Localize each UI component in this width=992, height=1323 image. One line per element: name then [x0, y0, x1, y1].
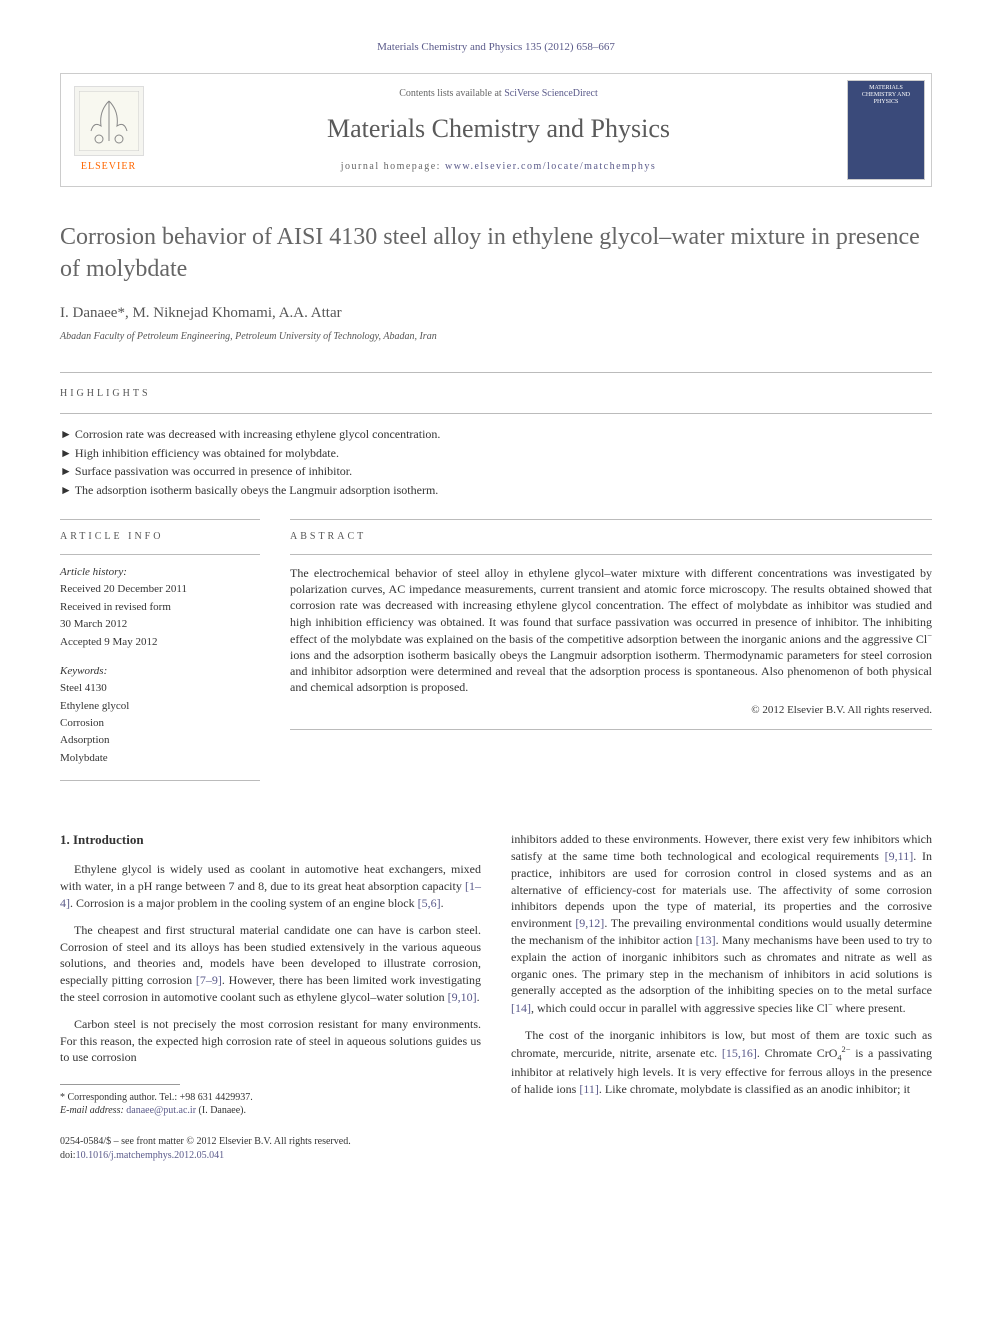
abstract-column: ABSTRACT The electrochemical behavior of… [290, 519, 932, 791]
journal-title: Materials Chemistry and Physics [327, 111, 670, 147]
arrow-icon: ► [60, 446, 72, 460]
revised-line2: 30 March 2012 [60, 617, 260, 632]
publisher-name: ELSEVIER [81, 160, 136, 174]
divider [60, 413, 932, 414]
sciencedirect-link[interactable]: SciVerse ScienceDirect [504, 88, 598, 99]
keyword: Steel 4130 [60, 681, 260, 696]
journal-cover-area: MATERIALS CHEMISTRY AND PHYSICS [841, 74, 931, 186]
keyword: Molybdate [60, 751, 260, 766]
arrow-icon: ► [60, 464, 72, 478]
highlight-item: ► High inhibition efficiency was obtaine… [60, 445, 932, 462]
journal-header-box: ELSEVIER Contents lists available at Sci… [60, 73, 932, 187]
highlight-text: The adsorption isotherm basically obeys … [75, 483, 439, 497]
info-abstract-row: ARTICLE INFO Article history: Received 2… [60, 519, 932, 791]
authors-list: I. Danaee*, M. Niknejad Khomami, A.A. At… [60, 303, 932, 324]
email-footnote: E-mail address: danaee@put.ac.ir (I. Dan… [60, 1104, 481, 1117]
highlights-label: HIGHLIGHTS [60, 387, 932, 401]
issn-line: 0254-0584/$ – see front matter © 2012 El… [60, 1135, 481, 1149]
divider [290, 729, 932, 730]
contents-available-line: Contents lists available at SciVerse Sci… [399, 87, 598, 101]
citation-link[interactable]: [9,10] [448, 990, 477, 1004]
citation-link[interactable]: [11] [579, 1082, 599, 1096]
divider [60, 519, 260, 520]
keyword: Adsorption [60, 733, 260, 748]
arrow-icon: ► [60, 483, 72, 497]
abstract-text: The electrochemical behavior of steel al… [290, 565, 932, 696]
keyword: Ethylene glycol [60, 699, 260, 714]
highlight-text: Surface passivation was occurred in pres… [75, 464, 352, 478]
keyword: Corrosion [60, 716, 260, 731]
citation-link[interactable]: [9,11] [885, 849, 914, 863]
copyright-line: © 2012 Elsevier B.V. All rights reserved… [290, 703, 932, 718]
highlights-list: ► Corrosion rate was decreased with incr… [60, 426, 932, 499]
article-info-column: ARTICLE INFO Article history: Received 2… [60, 519, 260, 791]
accepted-date: Accepted 9 May 2012 [60, 635, 260, 650]
citation-link[interactable]: [9,12] [575, 916, 604, 930]
header-center: Contents lists available at SciVerse Sci… [156, 74, 841, 186]
highlight-item: ► Surface passivation was occurred in pr… [60, 463, 932, 480]
cover-title-text: MATERIALS CHEMISTRY AND PHYSICS [852, 85, 920, 105]
email-label: E-mail address: [60, 1105, 126, 1116]
article-history-block: Article history: Received 20 December 20… [60, 565, 260, 650]
article-title: Corrosion behavior of AISI 4130 steel al… [60, 222, 932, 284]
revised-line1: Received in revised form [60, 600, 260, 615]
body-paragraph: inhibitors added to these environments. … [511, 831, 932, 1017]
introduction-heading: 1. Introduction [60, 831, 481, 849]
body-paragraph: The cheapest and first structural materi… [60, 922, 481, 1006]
highlight-item: ► The adsorption isotherm basically obey… [60, 482, 932, 499]
divider [60, 372, 932, 373]
body-column-right: inhibitors added to these environments. … [511, 831, 932, 1163]
history-heading: Article history: [60, 565, 260, 580]
divider [60, 554, 260, 555]
body-column-left: 1. Introduction Ethylene glycol is widel… [60, 831, 481, 1163]
divider [290, 519, 932, 520]
highlight-text: Corrosion rate was decreased with increa… [75, 427, 441, 441]
citation-link[interactable]: [15,16] [722, 1046, 757, 1060]
divider [290, 554, 932, 555]
elsevier-tree-icon [74, 86, 144, 156]
abstract-label: ABSTRACT [290, 530, 932, 544]
email-suffix: (I. Danaee). [196, 1105, 246, 1116]
keywords-block: Keywords: Steel 4130 Ethylene glycol Cor… [60, 664, 260, 766]
corresponding-author-footnote: * Corresponding author. Tel.: +98 631 44… [60, 1091, 481, 1104]
journal-cover-thumbnail: MATERIALS CHEMISTRY AND PHYSICS [847, 80, 925, 180]
body-paragraph: Ethylene glycol is widely used as coolan… [60, 861, 481, 911]
highlight-text: High inhibition efficiency was obtained … [75, 446, 339, 460]
citation-link[interactable]: [5,6] [418, 896, 441, 910]
body-columns: 1. Introduction Ethylene glycol is widel… [60, 831, 932, 1163]
contents-prefix: Contents lists available at [399, 88, 504, 99]
email-link[interactable]: danaee@put.ac.ir [126, 1105, 196, 1116]
homepage-link[interactable]: www.elsevier.com/locate/matchemphys [445, 161, 656, 172]
citation-link[interactable]: [14] [511, 1001, 531, 1015]
highlight-item: ► Corrosion rate was decreased with incr… [60, 426, 932, 443]
homepage-prefix: journal homepage: [341, 161, 445, 172]
body-paragraph: Carbon steel is not precisely the most c… [60, 1016, 481, 1066]
article-info-label: ARTICLE INFO [60, 530, 260, 544]
journal-reference: Materials Chemistry and Physics 135 (201… [60, 40, 932, 55]
doi-link[interactable]: 10.1016/j.matchemphys.2012.05.041 [76, 1150, 225, 1161]
citation-link[interactable]: [13] [696, 933, 716, 947]
footnote-separator [60, 1084, 180, 1085]
citation-link[interactable]: [7–9] [196, 973, 222, 987]
affiliation: Abadan Faculty of Petroleum Engineering,… [60, 330, 932, 344]
keywords-heading: Keywords: [60, 664, 260, 679]
arrow-icon: ► [60, 427, 72, 441]
doi-line: doi:10.1016/j.matchemphys.2012.05.041 [60, 1149, 481, 1163]
body-paragraph: The cost of the inorganic inhibitors is … [511, 1027, 932, 1098]
divider [60, 780, 260, 781]
doi-prefix: doi: [60, 1150, 76, 1161]
homepage-line: journal homepage: www.elsevier.com/locat… [341, 160, 656, 174]
received-date: Received 20 December 2011 [60, 582, 260, 597]
publisher-logo-area: ELSEVIER [61, 74, 156, 186]
